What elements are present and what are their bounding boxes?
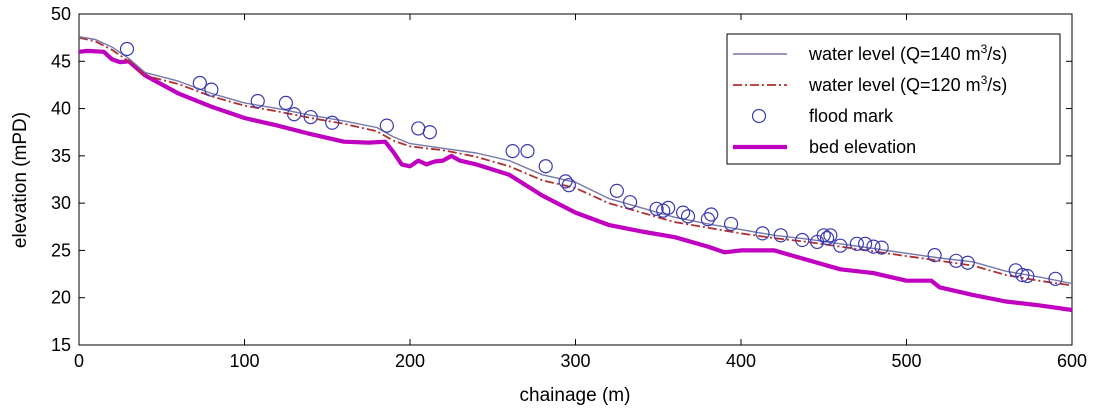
x-tick-label: 200 xyxy=(395,351,425,371)
y-tick-label: 35 xyxy=(51,146,71,166)
x-tick-label: 100 xyxy=(229,351,259,371)
legend-label-main: flood mark xyxy=(809,106,894,126)
flood-mark-point xyxy=(204,82,219,97)
legend-label-main: bed elevation xyxy=(809,137,916,157)
flood-mark-point xyxy=(250,93,265,109)
flood-mark-point xyxy=(561,178,576,193)
flood-mark-point xyxy=(661,200,676,215)
flood-mark-point xyxy=(723,216,739,232)
x-tick-label: 300 xyxy=(560,351,590,371)
flood-mark-point xyxy=(558,174,573,189)
flood-mark-point xyxy=(287,107,302,122)
y-tick-label: 45 xyxy=(51,51,71,71)
flood-mark-point xyxy=(704,207,719,222)
flood-mark-point xyxy=(675,205,691,220)
flood-mark-point xyxy=(680,209,696,224)
flood-mark-point xyxy=(649,201,664,216)
legend-label: flood mark xyxy=(809,106,894,126)
legend-box xyxy=(726,33,1061,165)
flood-mark-point xyxy=(874,240,889,255)
legend-label-main: water level (Q=120 m xyxy=(808,75,981,95)
flood-mark-point xyxy=(795,232,810,248)
flood-mark-point xyxy=(520,144,535,159)
x-tick-label: 600 xyxy=(1057,351,1087,371)
flood-mark-point xyxy=(755,226,770,241)
x-axis-label: chainage (m) xyxy=(520,385,631,406)
legend: water level (Q=140 m3/s)water level (Q=1… xyxy=(726,33,1061,165)
flood-mark-point xyxy=(833,238,848,253)
flood-mark-point xyxy=(866,239,881,254)
flood-mark-point xyxy=(927,248,942,263)
flood-mark-point xyxy=(538,159,553,174)
series-line-3 xyxy=(78,48,1073,313)
x-tick-label: 400 xyxy=(726,351,756,371)
flood-mark-point xyxy=(1015,267,1030,283)
flood-mark-point xyxy=(960,255,975,270)
flood-mark-point xyxy=(1020,268,1035,284)
y-tick-label: 40 xyxy=(51,99,71,119)
ticks-layer: 0 100 200 300 400 500 600 15 20 25 30 35 40 45 50 xyxy=(51,4,1087,371)
flood-mark-point xyxy=(700,212,716,227)
flood-mark-point xyxy=(823,228,838,243)
legend-marker-icon xyxy=(751,108,767,124)
legend-label: water level (Q=120 m3/s) xyxy=(808,73,1007,95)
flood-mark-point xyxy=(849,236,864,251)
flood-mark-point xyxy=(505,144,520,159)
flood-mark-point xyxy=(858,236,873,251)
flood-mark-point xyxy=(325,115,340,130)
legend-item: water level (Q=140 m3/s) xyxy=(733,42,1007,64)
flood-mark-point xyxy=(609,183,624,198)
flood-mark-point xyxy=(623,195,638,210)
flood-mark-point xyxy=(949,253,964,268)
flood-mark-point xyxy=(303,109,318,125)
legend-label-tail: /s) xyxy=(987,75,1007,95)
y-tick-label: 15 xyxy=(51,335,71,355)
legend-item: water level (Q=120 m3/s) xyxy=(733,73,1007,95)
flood-mark-point xyxy=(1048,271,1063,286)
legend-item: bed elevation xyxy=(733,137,916,157)
flood-mark-point xyxy=(278,95,293,110)
flood-mark-point xyxy=(422,125,437,140)
legend-item: flood mark xyxy=(751,106,894,126)
flood-mark-point xyxy=(119,41,135,57)
x-tick-label: 500 xyxy=(891,351,921,371)
legend-label-tail: /s) xyxy=(987,44,1007,64)
legend-label: water level (Q=140 m3/s) xyxy=(808,42,1007,64)
series-line-1 xyxy=(78,36,1073,287)
y-tick-label: 50 xyxy=(51,4,71,24)
flood-mark-point xyxy=(816,228,831,243)
legend-label: bed elevation xyxy=(809,137,916,157)
flood-mark-point xyxy=(819,231,835,246)
flood-mark-point xyxy=(773,228,788,243)
x-tick-label: 0 xyxy=(74,351,84,371)
flood-mark-point xyxy=(192,75,207,91)
legend-label-sup: 3 xyxy=(981,42,988,56)
legend-label-sup: 3 xyxy=(981,73,988,87)
y-tick-label: 25 xyxy=(51,240,71,260)
legend-label-main: water level (Q=140 m xyxy=(808,44,981,64)
series-layer xyxy=(78,36,1073,313)
y-tick-label: 30 xyxy=(51,193,71,213)
flood-mark-point xyxy=(379,118,394,133)
y-axis-label: elevation (mPD) xyxy=(10,112,31,248)
y-tick-label: 20 xyxy=(51,288,71,308)
